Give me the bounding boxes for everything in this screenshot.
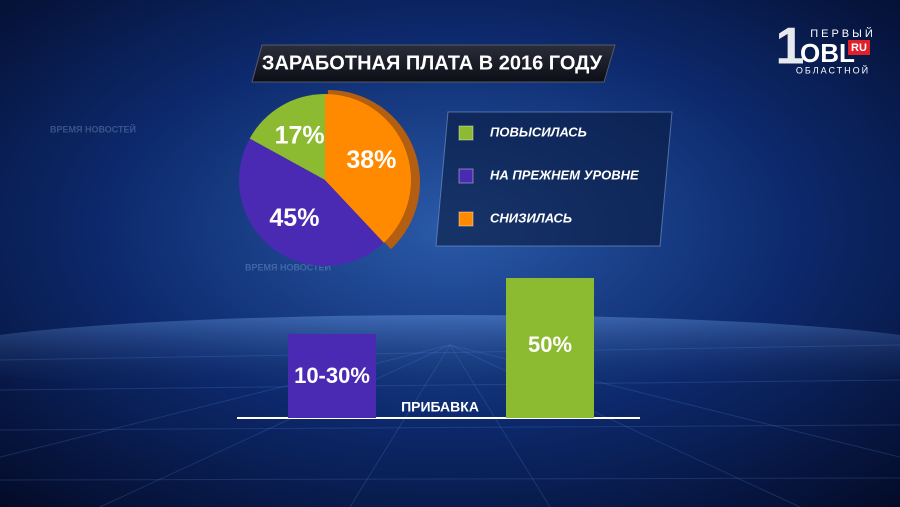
grid-floor xyxy=(0,344,900,507)
pie-slice xyxy=(249,94,325,180)
logo-domain-box xyxy=(848,40,870,55)
legend-box xyxy=(435,111,673,247)
logo: 1 ПЕРВЫЙ OBL RU ОБЛАСТНОЙ xyxy=(776,18,876,76)
legend-swatch xyxy=(458,125,474,141)
legend-label: СНИЗИЛАСЬ xyxy=(490,210,572,225)
logo-main: OBL xyxy=(800,38,855,68)
floor-glow xyxy=(0,315,900,395)
pie-slice xyxy=(238,138,384,267)
slice-label: 17% xyxy=(275,122,325,150)
bar xyxy=(288,334,376,418)
bar-label: 10-30% xyxy=(294,363,370,388)
logo-domain: RU xyxy=(851,42,867,54)
logo-bottom: ОБЛАСТНОЙ xyxy=(796,64,870,75)
background-text: ВРЕМЯ НОВОСТЕЙ xyxy=(245,261,331,272)
pie-slice xyxy=(325,94,411,243)
title-banner xyxy=(251,44,616,83)
logo-top: ПЕРВЫЙ xyxy=(810,27,876,40)
legend-swatch xyxy=(458,168,474,184)
legend-swatch xyxy=(458,211,474,227)
bar xyxy=(506,278,594,418)
slice-label: 38% xyxy=(346,146,396,174)
legend-label: НА ПРЕЖНЕМ УРОВНЕ xyxy=(490,167,639,182)
logo-number: 1 xyxy=(776,18,805,76)
chart-title: ЗАРАБОТНАЯ ПЛАТА В 2016 ГОДУ xyxy=(262,52,603,74)
bar-label: 50% xyxy=(528,332,572,357)
x-axis-label: ПРИБАВКА xyxy=(401,399,479,415)
background-text: ВРЕМЯ НОВОСТЕЙ xyxy=(50,123,136,134)
slice-label: 45% xyxy=(269,204,319,232)
legend-label: ПОВЫСИЛАСЬ xyxy=(490,124,587,139)
